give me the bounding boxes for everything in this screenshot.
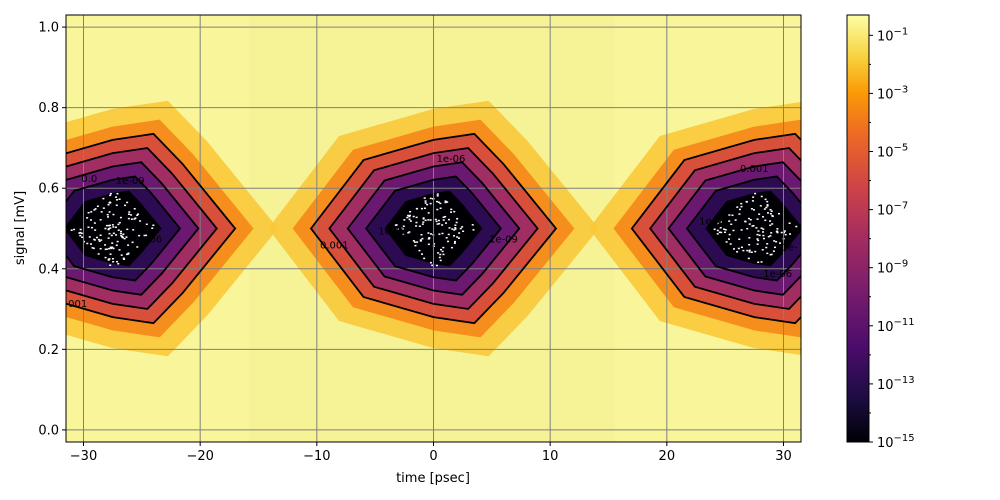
colorbar-tick-label-4: 10−7 [877, 201, 908, 219]
contour-label-1: 1e-06 [437, 154, 466, 165]
contour-label-9: 1e-09 [699, 216, 728, 227]
x-tick-label-1: −20 [186, 449, 213, 464]
contour-label-6: 1e-06 [133, 235, 162, 246]
y-tick-label-0: 0.0 [38, 423, 59, 438]
x-tick-label-3: 0 [429, 449, 437, 464]
contour-label-11: 1e- [781, 243, 798, 254]
y-tick-label-5: 1.0 [38, 21, 59, 36]
colorbar-tick-label-3: 10−9 [877, 259, 908, 277]
x-tick-label-6: 30 [775, 449, 792, 464]
y-tick-label-2: 0.4 [38, 262, 59, 277]
contour-label-8: 0.001 [740, 164, 769, 175]
eye-3-fill-7 [705, 190, 801, 267]
colorbar-tick-label-7: 10−1 [877, 26, 908, 44]
colorbar [846, 14, 870, 443]
x-tick-label-4: 10 [542, 449, 559, 464]
contour-label-12: 0.0 [81, 174, 97, 185]
y-axis-label: signal [mV] [13, 191, 28, 265]
x-tick-label-2: −10 [303, 449, 330, 464]
colorbar-tick-label-2: 10−11 [877, 317, 915, 335]
eye-3-core [713, 192, 798, 264]
contour-label-2: 0.001 [320, 241, 349, 252]
x-tick-label-5: 20 [659, 449, 676, 464]
contour-eye-3-level-1 [630, 132, 801, 325]
y-tick-label-4: 0.8 [38, 101, 59, 116]
x-tick-label-0: −30 [70, 449, 97, 464]
colorbar-tick-label-6: 10−3 [877, 84, 908, 102]
eye-2-core [394, 193, 475, 267]
contour-eye-2-level-1 [309, 132, 558, 325]
colorbar-ticks: 10−15 10−13 10−11 10−9 10−7 10−5 10−3 10−1 [869, 26, 915, 451]
heatmap-area [66, 15, 801, 442]
contour-eye-1-level-4 [66, 175, 182, 282]
contour-eye-2-level-3 [346, 161, 521, 296]
contour-eye-2-level-4 [364, 175, 503, 282]
y-tick-label-3: 0.6 [38, 182, 59, 197]
colorbar-tick-label-0: 10−15 [877, 433, 915, 451]
contour-label-4: 1e-09 [489, 235, 518, 246]
contour-eye-2-level-2 [328, 147, 539, 310]
contour-lines: 1e-06 0.001 1e-12 1e-09 1e-09 1e-06 001 0.001 1e… [66, 132, 801, 325]
eye-1-core [70, 192, 155, 266]
contour-label-5: 1e-09 [116, 176, 145, 187]
contour-label-7: 001 [68, 299, 87, 310]
contour-eye-1-level-3 [66, 161, 200, 296]
colorbar-tick-label-1: 10−13 [877, 375, 915, 393]
colorbar-tick-label-5: 10−5 [877, 143, 908, 161]
contour-eye-3-level-4 [685, 175, 801, 282]
contour-label-3: 1e-12 [378, 227, 407, 238]
x-axis-label: time [psec] [396, 471, 470, 486]
contour-eye-1-level-2 [66, 147, 218, 310]
y-tick-label-1: 0.2 [38, 343, 59, 358]
contour-eye-3-level-2 [649, 147, 801, 310]
contour-eye-1-level-1 [66, 132, 237, 325]
x-axis-ticks: −30 −20 −10 0 10 20 30 [70, 442, 792, 464]
contour-eye-3-level-3 [667, 161, 801, 296]
grid-lines [66, 15, 801, 442]
contour-label-10: 1e-06 [763, 269, 792, 280]
y-axis-ticks: 0.0 0.2 0.4 0.6 0.8 1.0 [38, 21, 66, 438]
